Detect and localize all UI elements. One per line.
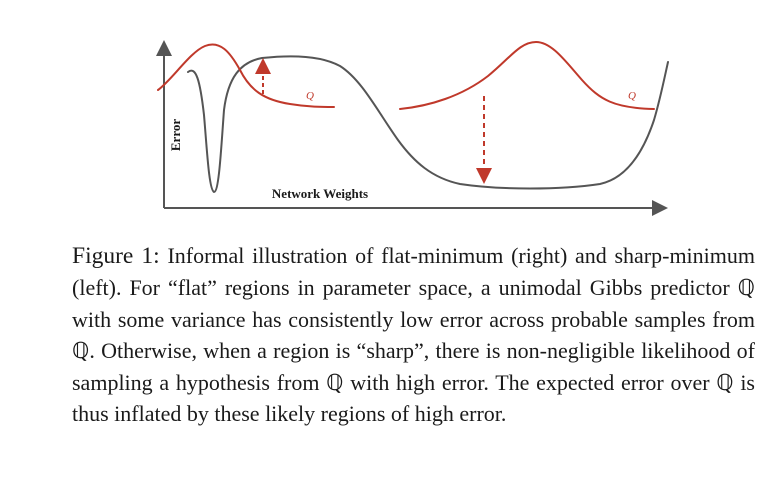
right-distribution — [399, 40, 655, 110]
right-q-label: Q — [628, 90, 636, 102]
figure-caption: Figure 1: Informal illustration of flat-… — [72, 240, 755, 429]
x-axis-label: Network Weights — [272, 186, 368, 201]
y-axis-label: Error — [168, 119, 183, 151]
figure-illustration: Error Network Weights Q Q — [156, 40, 669, 216]
loss-curve — [187, 55, 669, 194]
left-q-label: Q — [306, 90, 314, 102]
caption-text: Informal illustration of flat-minimum (r… — [72, 243, 755, 427]
left-distribution — [157, 43, 335, 108]
caption-label: Figure 1: — [72, 243, 160, 269]
